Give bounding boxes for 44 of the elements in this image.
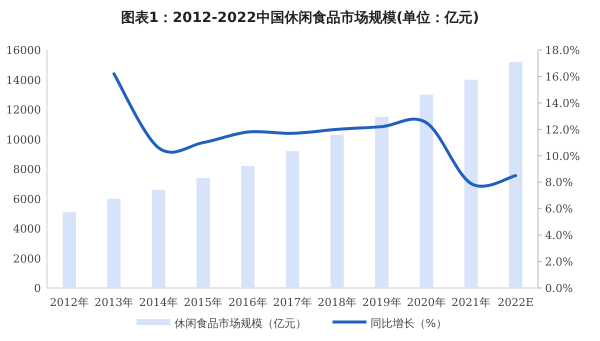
x-tick-label: 2018年 bbox=[318, 296, 357, 309]
bar bbox=[241, 166, 255, 288]
bar bbox=[464, 80, 478, 288]
bar bbox=[62, 212, 76, 288]
y2-tick-label: 0.0% bbox=[545, 282, 573, 295]
y2-tick-label: 8.0% bbox=[545, 176, 573, 190]
x-tick-label: 2013年 bbox=[94, 296, 134, 309]
y-tick-label: 12000 bbox=[6, 104, 41, 116]
x-tick-label: 2022E bbox=[498, 296, 534, 309]
y-tick-label: 4000 bbox=[13, 222, 41, 236]
x-tick-label: 2014年 bbox=[139, 296, 178, 309]
y2-tick-label: 2.0% bbox=[545, 256, 573, 269]
y2-tick-label: 6.0% bbox=[545, 202, 573, 216]
y-tick-label: 2000 bbox=[13, 252, 41, 266]
x-tick-label: 2020年 bbox=[406, 296, 446, 309]
bar bbox=[107, 198, 121, 288]
bar bbox=[196, 178, 210, 288]
y2-tick-label: 12.0% bbox=[545, 123, 580, 136]
y-tick-label: 0 bbox=[34, 282, 41, 295]
y2-tick-label: 4.0% bbox=[545, 229, 573, 242]
bar bbox=[286, 151, 300, 288]
bar bbox=[330, 134, 344, 288]
y-tick-label: 10000 bbox=[6, 133, 41, 146]
x-tick-label: 2017年 bbox=[273, 296, 312, 309]
y-tick-label: 14000 bbox=[6, 74, 41, 87]
y2-tick-label: 16.0% bbox=[545, 70, 580, 84]
x-tick-label: 2012年 bbox=[50, 296, 89, 309]
x-tick-label: 2016年 bbox=[228, 296, 268, 309]
x-tick-label: 2021年 bbox=[452, 296, 491, 309]
x-tick-label: 2015年 bbox=[184, 296, 223, 309]
legend-label: 同比增长（%） bbox=[370, 317, 447, 330]
bar bbox=[152, 190, 166, 288]
bar bbox=[375, 116, 388, 288]
y2-tick-label: 18.0% bbox=[545, 44, 580, 57]
chart-title: 图表1：2012-2022中国休闲食品市场规模(单位：亿元) bbox=[120, 9, 480, 26]
y-tick-label: 8000 bbox=[13, 163, 41, 176]
y2-tick-label: 10.0% bbox=[545, 150, 580, 163]
bar bbox=[508, 62, 522, 288]
y2-tick-label: 14.0% bbox=[545, 96, 580, 110]
y-tick-label: 6000 bbox=[13, 192, 41, 206]
y-tick-label: 16000 bbox=[6, 44, 41, 57]
x-tick-label: 2019年 bbox=[362, 296, 402, 309]
bar bbox=[420, 94, 434, 288]
legend-label: 休闲食品市场规模（亿元） bbox=[174, 317, 306, 330]
